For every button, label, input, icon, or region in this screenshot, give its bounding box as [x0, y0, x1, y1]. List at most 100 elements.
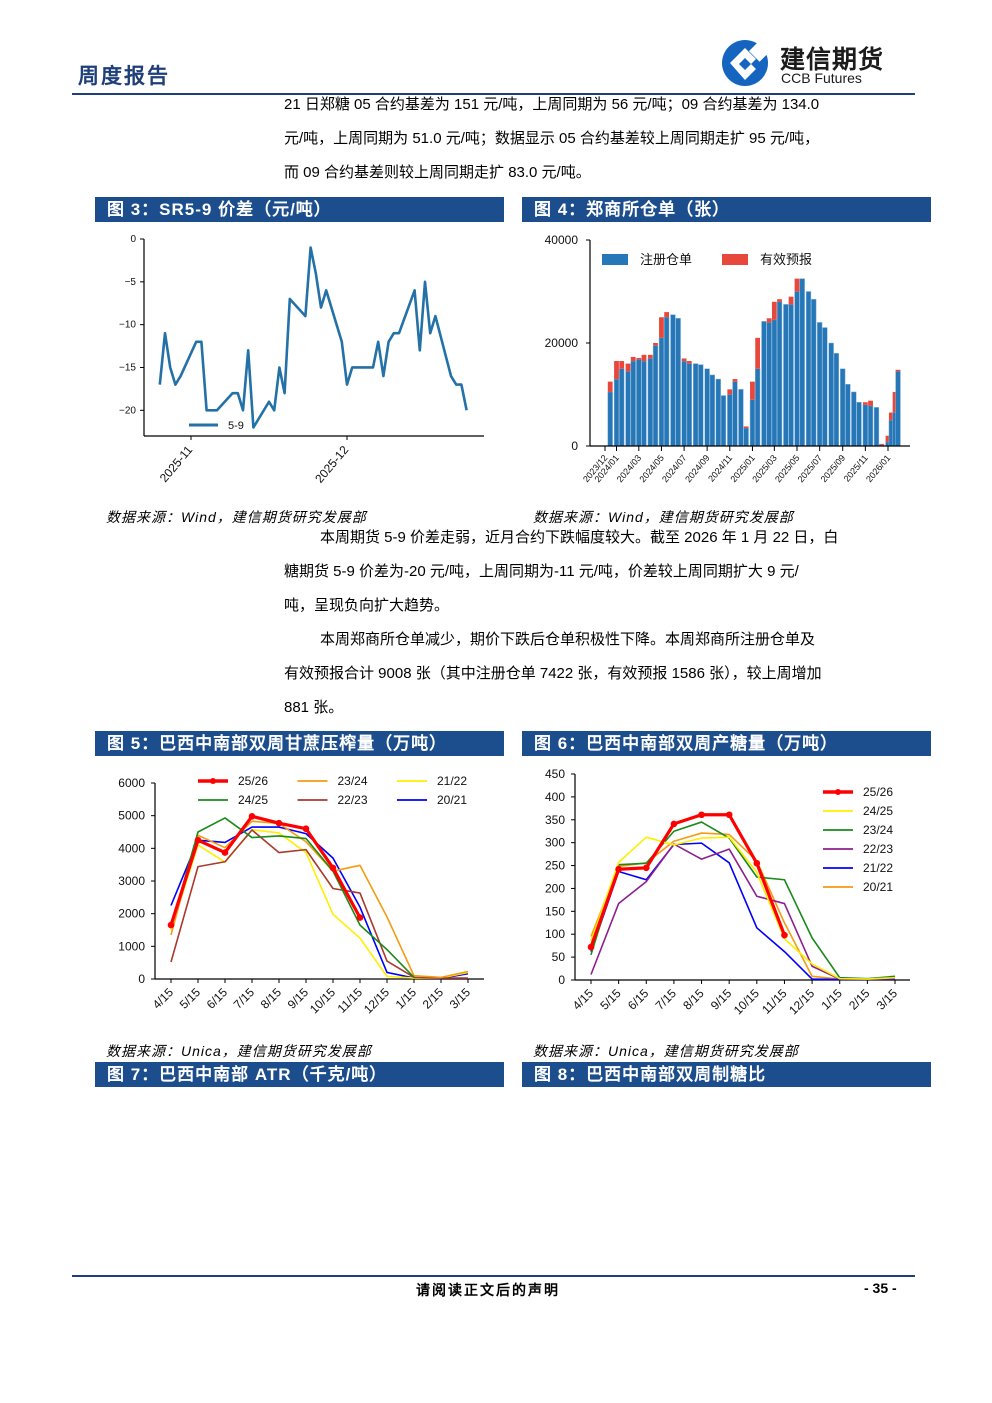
- data-point: [329, 864, 337, 872]
- x-tick-label: 6/15: [204, 985, 231, 1012]
- x-tick-label: 2025-12: [312, 443, 351, 486]
- text-line: 元/吨，上周同期为 51.0 元/吨；数据显示 05 合约基差较上周同期走扩 9…: [284, 130, 820, 147]
- y-tick-label: 300: [545, 836, 565, 850]
- figure-4-title: 图 4：郑商所仓单（张）: [522, 197, 931, 222]
- legend-label: 20/21: [437, 793, 467, 807]
- bar-registered: [704, 368, 710, 447]
- bar-forecast: [885, 435, 891, 442]
- x-tick-label: 1/15: [818, 986, 845, 1013]
- y-tick-label: 0: [558, 973, 565, 987]
- series-line-24-25: [590, 836, 896, 980]
- bar-registered: [783, 304, 789, 447]
- bar-registered: [641, 360, 647, 447]
- bar-forecast: [727, 389, 733, 395]
- bar-registered: [805, 291, 812, 447]
- x-tick-label: 5/15: [597, 986, 624, 1013]
- figure-5-title: 图 5：巴西中南部双周甘蔗压榨量（万吨）: [95, 731, 504, 756]
- bar-registered: [715, 378, 721, 447]
- series-line-21-22: [170, 828, 469, 979]
- figure-6-source: 数据来源：Unica，建信期货研究发展部: [533, 1043, 799, 1059]
- series-line-25-26: [589, 813, 786, 948]
- bar-registered: [720, 395, 727, 447]
- text-line: 21 日郑糖 05 合约基差为 151 元/吨，上周同期为 56 元/吨；09 …: [284, 96, 820, 113]
- x-tick-label: 9/15: [708, 986, 735, 1013]
- bar-forecast: [681, 358, 687, 362]
- legend-label-forecast: 有效预报: [760, 252, 812, 267]
- bar-registered: [692, 363, 699, 447]
- y-tick-label: −15: [119, 362, 136, 373]
- bar-registered: [862, 404, 868, 447]
- x-tick-label: 8/15: [680, 986, 707, 1013]
- bar-forecast: [653, 343, 658, 346]
- x-tick-label: 11/15: [759, 986, 790, 1017]
- x-tick-label: 2025-11: [157, 443, 196, 485]
- bar-registered: [776, 301, 783, 447]
- data-point: [781, 931, 788, 939]
- data-point: [642, 864, 650, 872]
- y-tick-label: 50: [552, 950, 566, 964]
- x-tick-label: 10/15: [307, 985, 338, 1016]
- x-tick-label: 7/15: [653, 986, 680, 1013]
- bar-registered: [607, 391, 613, 447]
- data-point: [302, 825, 310, 833]
- legend-label: 23/24: [863, 823, 893, 837]
- bar-registered: [727, 394, 733, 447]
- bar-registered: [761, 321, 767, 447]
- header-divider: [72, 93, 915, 95]
- x-tick-label: 8/15: [258, 985, 285, 1012]
- legend-marker: [210, 778, 216, 784]
- text-line: 有效预报合计 9008 张（其中注册仓单 7422 张，有效预报 1586 张）…: [284, 665, 822, 682]
- y-tick-label: 20000: [545, 336, 579, 350]
- y-tick-label: 40000: [545, 233, 579, 247]
- y-tick-label: 2000: [118, 907, 145, 921]
- bar-registered: [698, 364, 704, 447]
- bar-registered: [675, 318, 681, 447]
- x-tick-label: 4/15: [150, 985, 177, 1012]
- bar-registered: [833, 353, 840, 447]
- footer-disclaimer: 请阅读正文后的声明: [416, 1282, 560, 1298]
- bar-registered: [856, 401, 862, 447]
- series-line-24-25: [170, 817, 415, 978]
- x-tick-label: 12/15: [786, 986, 817, 1017]
- figure-4-source: 数据来源：Wind，建信期货研究发展部: [533, 509, 794, 525]
- ccb-logo-icon: [722, 39, 769, 86]
- figure-5-source: 数据来源：Unica，建信期货研究发展部: [106, 1043, 372, 1059]
- legend-label-registered: 注册仓单: [640, 252, 692, 267]
- x-tick-label: 2/15: [846, 986, 873, 1013]
- bar-registered: [664, 317, 670, 447]
- figure-3-source: 数据来源：Wind，建信期货研究发展部: [106, 509, 367, 525]
- bar-forecast: [619, 361, 625, 369]
- bar-registered: [743, 427, 749, 447]
- y-tick-label: 450: [545, 767, 565, 781]
- data-point: [356, 914, 364, 921]
- bar-registered: [749, 399, 756, 447]
- bar-forecast: [888, 412, 894, 421]
- y-tick-label: 150: [545, 904, 565, 918]
- y-tick-label: 100: [545, 927, 565, 941]
- y-tick-label: 350: [545, 813, 565, 827]
- bar-registered: [811, 298, 817, 447]
- legend-label: 25/26: [238, 774, 268, 788]
- x-tick-label: 12/15: [361, 985, 392, 1016]
- x-tick-label: 11/15: [335, 985, 366, 1016]
- y-tick-label: 400: [545, 790, 565, 804]
- paragraph-spread: 本周期货 5-9 价差走弱，近月合约下跌幅度较大。截至 2026 年 1 月 2…: [284, 521, 904, 725]
- text-line: 糖期货 5-9 价差为-20 元/吨，上周同期为-11 元/吨，价差较上周同期扩…: [284, 563, 799, 580]
- bar-registered: [636, 359, 642, 447]
- bar-forecast: [607, 381, 613, 392]
- bar-registered: [630, 360, 636, 447]
- x-tick-label: 1/15: [393, 985, 420, 1012]
- bar-registered: [625, 371, 631, 447]
- bar-forecast: [664, 312, 670, 318]
- bar-forecast: [614, 361, 619, 380]
- bar-forecast: [659, 317, 664, 338]
- x-tick-label: 6/15: [625, 986, 652, 1013]
- bar-registered: [686, 363, 692, 447]
- data-point: [248, 813, 256, 820]
- x-tick-label: 2026/01: [864, 453, 893, 484]
- page-number: - 35 -: [864, 1280, 897, 1296]
- legend-label: 24/25: [238, 793, 268, 807]
- data-point: [670, 820, 678, 828]
- bar-forecast: [777, 299, 782, 302]
